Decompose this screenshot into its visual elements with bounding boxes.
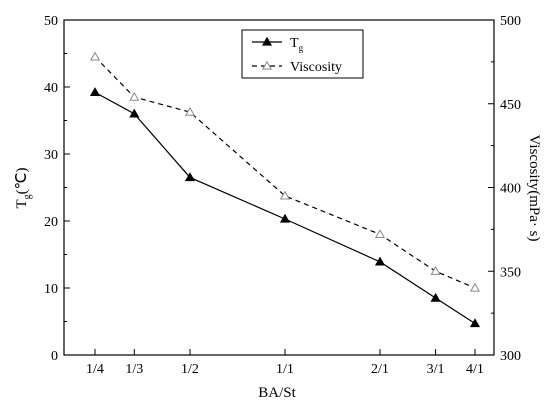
y-left-tick-label: 50	[44, 14, 58, 29]
legend-label-1: Viscosity	[290, 60, 342, 75]
axes: 0 10 20 30 40 50 300 350 400 450 500 1/4 1/3 1/2 1/1 2/…	[44, 14, 521, 377]
series-0-point	[184, 172, 196, 182]
legend-label-sub: g	[299, 43, 304, 53]
legend-label-main: T	[290, 36, 299, 51]
y-right-tick-label: 350	[500, 265, 521, 280]
x-tick-label: 1/3	[125, 362, 143, 377]
series-0-point	[469, 318, 481, 328]
y-left-tick-label: 10	[44, 282, 58, 297]
x-tick-label: 2/1	[371, 362, 389, 377]
series-0-point	[374, 256, 386, 266]
series-0-point	[89, 87, 101, 97]
y-left-tick-label: 40	[44, 81, 58, 96]
series-1-point	[430, 266, 441, 275]
y-axis-left-title: Tg(℃)	[14, 167, 33, 208]
series-1-point	[279, 190, 291, 200]
y-axis-left-title-main: T	[14, 199, 30, 208]
x-tick-label: 4/1	[466, 362, 484, 377]
series-0-point	[129, 108, 140, 118]
y-axis-right-title: Viscosity(mPa· s)	[526, 134, 542, 241]
y-right-tick-label: 400	[500, 182, 521, 197]
y-right-tick-label: 500	[500, 14, 521, 29]
series-1-point	[374, 229, 386, 239]
x-tick-label: 3/1	[427, 362, 445, 377]
x-tick-label: 1/1	[276, 362, 294, 377]
y-left-tick-label: 30	[44, 148, 58, 163]
series-1-point	[89, 51, 101, 61]
series-1-point	[469, 282, 481, 292]
series-1-point	[184, 106, 196, 116]
series-line-0	[94, 91, 476, 325]
y-axis-left-title-unit: (℃)	[14, 167, 30, 194]
legend-label-main: Viscosity	[290, 60, 342, 75]
x-tick-label: 1/2	[181, 362, 199, 377]
series-0-point	[430, 292, 441, 302]
y-right-tick-label: 300	[500, 349, 521, 364]
legend: Tg Viscosity	[241, 29, 364, 79]
x-axis-title: BA/St	[258, 385, 296, 401]
y-left-tick-label: 0	[51, 349, 58, 364]
series-line-1	[94, 56, 476, 289]
y-left-tick-label: 20	[44, 215, 58, 230]
legend-box	[241, 29, 364, 79]
x-tick-label: 1/4	[86, 362, 104, 377]
y-right-tick-label: 450	[500, 98, 521, 113]
legend-label-0: Tg	[290, 36, 304, 53]
series-1-point	[129, 91, 140, 101]
legend-marker-1	[261, 60, 273, 70]
series-0-point	[279, 213, 291, 223]
legend-marker-0	[261, 36, 273, 46]
series-layer	[89, 51, 481, 328]
y-axis-left-title-sub: g	[22, 194, 33, 199]
